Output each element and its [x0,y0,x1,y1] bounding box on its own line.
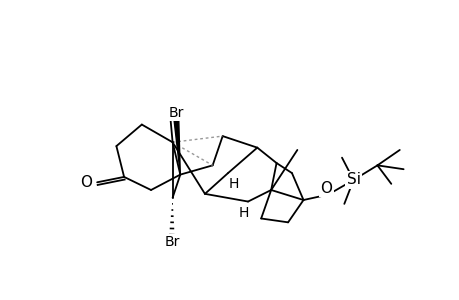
Polygon shape [174,121,180,175]
Text: O: O [79,175,91,190]
Text: H: H [229,177,239,191]
Text: Si: Si [346,172,360,188]
Text: H: H [238,206,248,220]
Text: Br: Br [168,106,184,120]
Text: O: O [320,181,332,196]
Text: Br: Br [164,236,179,249]
